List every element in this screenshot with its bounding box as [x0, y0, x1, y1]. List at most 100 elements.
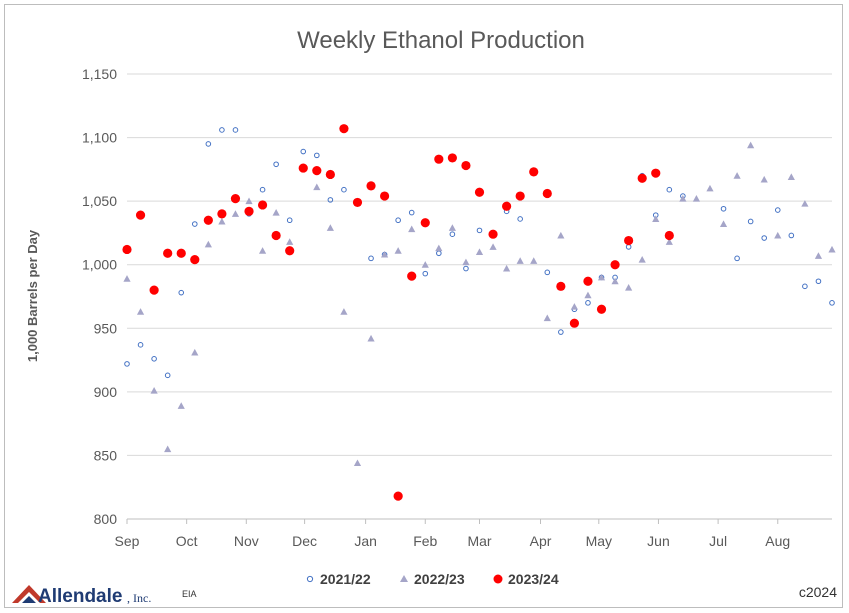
logo-inc: , Inc.: [127, 591, 151, 605]
point-2023-24: [379, 191, 390, 201]
point-2022-23: [475, 248, 484, 255]
point-2022-23: [625, 284, 633, 291]
y-tick-label: 1,100: [82, 130, 117, 146]
point-2021-22: [327, 197, 334, 203]
point-2023-24: [542, 188, 552, 199]
x-axis-ticks: Sep Oct Nov Dec Jan Feb Mar Apr May Jun Jul Aug: [115, 519, 790, 549]
point-2021-22: [408, 209, 415, 216]
x-tick-label: Dec: [292, 533, 317, 549]
point-2022-23: [435, 244, 443, 252]
y-tick-label: 850: [94, 447, 118, 463]
point-2022-23: [665, 238, 673, 245]
point-2022-23: [733, 172, 741, 179]
logo-text: Allendale: [38, 586, 122, 607]
point-2023-24: [664, 230, 674, 241]
point-2021-22: [747, 218, 754, 225]
point-2023-24: [298, 163, 308, 173]
legend-label-2022-23: 2022/23: [414, 571, 465, 587]
x-tick-label: Jan: [354, 533, 377, 549]
point-2023-24: [474, 187, 485, 197]
point-2022-23: [380, 250, 389, 258]
point-2022-23: [530, 257, 538, 264]
source-note: EIA: [182, 589, 197, 599]
point-2021-22: [625, 244, 632, 250]
point-2021-22: [761, 235, 768, 241]
point-2022-23: [150, 386, 158, 394]
point-2023-24: [502, 201, 512, 211]
point-2023-24: [203, 215, 213, 225]
point-2021-22: [788, 232, 795, 239]
point-2023-24: [352, 197, 363, 208]
point-2021-22: [449, 231, 456, 237]
point-2023-24: [393, 491, 403, 501]
point-2023-24: [122, 244, 132, 255]
point-2023-24: [637, 173, 647, 183]
point-2022-23: [584, 291, 592, 299]
point-2022-23: [692, 195, 701, 202]
point-2022-23: [218, 217, 226, 225]
point-2023-24: [230, 194, 241, 204]
allendale-logo: Allendale , Inc.: [12, 585, 151, 607]
x-tick-label: Mar: [467, 533, 491, 549]
x-tick-label: Jun: [647, 533, 670, 549]
y-tick-label: 950: [94, 320, 118, 336]
point-2022-23: [516, 257, 524, 264]
x-tick-label: Jul: [709, 533, 727, 549]
data-points: [122, 124, 836, 501]
x-tick-label: May: [586, 533, 612, 549]
point-2021-22: [829, 300, 835, 306]
gridlines: [127, 73, 832, 520]
point-2022-23: [367, 334, 375, 342]
point-2023-24: [596, 304, 607, 314]
point-2022-23: [123, 275, 131, 282]
point-2022-23: [774, 231, 782, 239]
point-2021-22: [124, 361, 130, 367]
x-tick-label: Oct: [176, 533, 198, 549]
point-2022-23: [286, 238, 294, 245]
x-tick-label: Feb: [413, 533, 437, 549]
point-2023-24: [244, 206, 254, 216]
point-2022-23: [313, 183, 321, 191]
point-2023-24: [163, 248, 173, 258]
point-2022-23: [719, 220, 728, 228]
point-2023-24: [285, 246, 295, 256]
point-2022-23: [557, 231, 565, 239]
point-2021-22: [802, 283, 808, 290]
point-2021-22: [286, 217, 293, 224]
point-2022-23: [353, 459, 362, 467]
point-2022-23: [706, 184, 714, 192]
point-2023-24: [217, 209, 227, 219]
point-2023-24: [149, 285, 159, 295]
logo-inner-icon: [22, 596, 36, 603]
y-axis-label: 1,000 Barrels per Day: [25, 229, 40, 362]
point-2022-23: [760, 175, 768, 183]
point-2022-23: [191, 348, 199, 356]
point-2023-24: [190, 255, 200, 265]
point-2022-23: [136, 308, 145, 315]
point-2022-23: [503, 264, 511, 272]
point-2023-24: [488, 229, 498, 239]
point-2022-23: [787, 173, 795, 180]
point-2022-23: [638, 256, 646, 263]
point-2021-22: [300, 148, 307, 155]
point-2022-23: [597, 273, 606, 281]
point-2022-23: [258, 247, 267, 254]
legend-marker-2021-22: [306, 575, 314, 583]
point-2022-23: [747, 141, 755, 149]
point-2021-22: [544, 269, 551, 276]
series-2021-22: [124, 127, 835, 379]
point-2023-24: [515, 191, 525, 201]
point-2021-22: [151, 356, 157, 362]
point-2023-24: [569, 318, 580, 328]
point-2023-24: [624, 235, 634, 246]
point-2021-22: [774, 207, 781, 213]
y-axis-ticks: 800 850 900 950 1,000 1,050 1,100 1,150: [82, 66, 117, 527]
y-tick-label: 1,000: [82, 257, 117, 273]
point-2022-23: [326, 224, 334, 231]
logo-roof-icon: [12, 585, 46, 603]
legend-label-2023-24: 2023/24: [508, 571, 559, 587]
point-2023-24: [271, 230, 281, 241]
x-tick-label: Apr: [530, 533, 552, 549]
point-2023-24: [651, 168, 661, 178]
